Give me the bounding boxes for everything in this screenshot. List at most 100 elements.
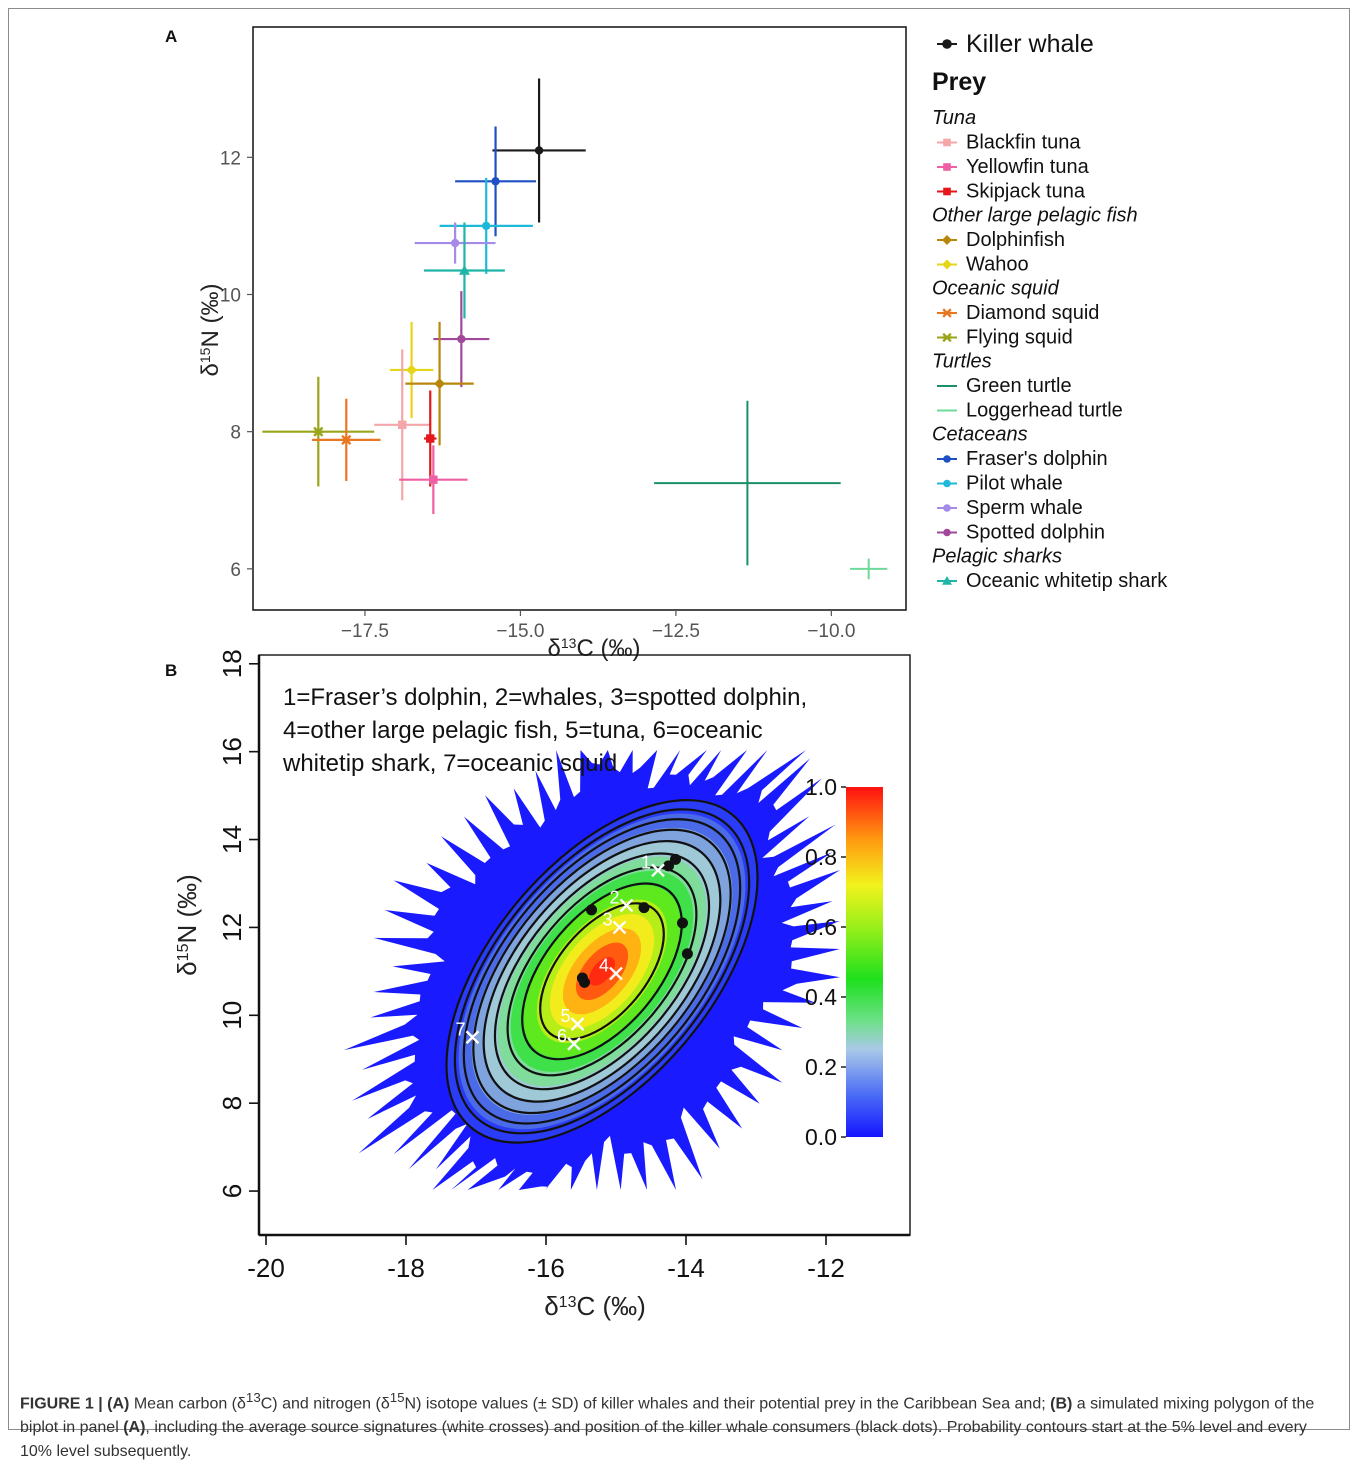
- panel-a-legend: Killer whale Prey Tuna Blackfin tunaYellowf…: [932, 30, 1168, 592]
- legend-key-marker: [942, 235, 952, 245]
- panel-b-colorbar-tick-label: 0.8: [805, 844, 837, 870]
- panel-b-contour-line: [472, 828, 732, 1115]
- panel-a-point-dolphinfish: [405, 321, 474, 446]
- caption-text-3: N) isotope values (± SD) of killer whale…: [404, 1395, 1046, 1413]
- panel-b-contour-line: [482, 839, 722, 1103]
- panel-b-source-label: 7: [455, 1019, 465, 1039]
- legend-item-fraser-s-dolphin: Fraser's dolphin: [937, 448, 1108, 470]
- panel-a-point-oceanic-whitetip-shark: [424, 222, 505, 319]
- panel-b-consumer-dot: [663, 860, 674, 872]
- panel-a-letter: A: [165, 27, 177, 46]
- legend-item-pilot-whale: Pilot whale: [937, 473, 1063, 495]
- panel-b-x-axis-label-text: δ13C (‰): [544, 1291, 646, 1321]
- panel-a-marker: [341, 434, 352, 445]
- panel-b-source-cross-b: [612, 920, 627, 935]
- caption-panel-b: (B): [1050, 1395, 1073, 1413]
- panel-a-marker: [491, 177, 500, 186]
- legend-group-tuna: Tuna: [932, 107, 976, 129]
- panel-a-marker: [434, 378, 446, 390]
- panel-b-colorbar: [846, 787, 883, 1137]
- panel-a-marker: [406, 364, 418, 376]
- legend-item-label: Yellowfin tuna: [966, 156, 1090, 178]
- figure-frame: [8, 8, 1350, 1430]
- panel-b-consumer-dot: [681, 948, 693, 960]
- panel-b-source-label: 3: [602, 909, 612, 929]
- panel-a-ytick-label: 8: [230, 423, 241, 444]
- panel-b-source-cross-b: [609, 966, 623, 981]
- legend-item-label: Fraser's dolphin: [966, 448, 1108, 470]
- panel-b-source-cross-b: [465, 1030, 480, 1045]
- panel-b-y-axis-label-text: δ15N (‰): [172, 874, 202, 976]
- panel-a-marker: [313, 426, 324, 437]
- panel-a-point-pilot-whale: [439, 177, 533, 274]
- legend-key-marker: [943, 528, 951, 537]
- panel-b-contour-line: [445, 799, 759, 1144]
- panel-b-source-4: 4: [599, 956, 623, 981]
- panel-a-point-yellowfin-tuna: [399, 445, 468, 514]
- panel-a-marker: [450, 238, 460, 248]
- panel-b-source-2: 2: [609, 887, 634, 913]
- panel-b-consumer-dot: [586, 904, 597, 916]
- panel-a-point-green-turtle: [654, 400, 841, 566]
- legend-item-label: Pilot whale: [966, 473, 1063, 495]
- panel-a-xtick-label: −15.0: [496, 621, 544, 642]
- panel-b-contour-line: [493, 852, 711, 1091]
- legend-item-dolphinfish: Dolphinfish: [937, 229, 1065, 251]
- legend-key-marker: [943, 187, 951, 196]
- panel-b-density-band: [588, 957, 616, 986]
- legend-item-label: Loggerhead turtle: [966, 400, 1123, 422]
- legend-item-label: Oceanic whitetip shark: [966, 570, 1168, 592]
- panel-a-xtick-label: −12.5: [652, 621, 700, 642]
- panel-a-marker: [429, 475, 438, 484]
- legend-item-sperm-whale: Sperm whale: [937, 497, 1083, 519]
- legend-item-wahoo: Wahoo: [937, 254, 1029, 276]
- panel-b-source-1: 1: [641, 852, 665, 878]
- caption-figure-label: FIGURE 1 |: [20, 1395, 103, 1413]
- panel-a-marker: [398, 420, 407, 430]
- panel-b-annotation-line: 1=Fraser’s dolphin, 2=whales, 3=spotted …: [283, 684, 807, 711]
- panel-a-ytick-label: 6: [230, 560, 241, 581]
- panel-a-point-diamond-squid: [312, 398, 381, 482]
- legend-item-label: Dolphinfish: [966, 229, 1065, 251]
- legend-item-label: Killer whale: [966, 30, 1094, 58]
- panel-b-source-label: 1: [641, 852, 651, 872]
- panel-b-colorbar-tick-label: 0.2: [805, 1054, 837, 1080]
- panel-a-y-axis-label: δ15N (‰): [197, 284, 224, 377]
- panel-b-source-cross-b: [651, 863, 665, 878]
- panel-b-ytick-label: 18: [217, 649, 247, 678]
- caption-sup-15: 15: [389, 1390, 405, 1405]
- panel-a-point-killer-whale: [492, 78, 586, 223]
- legend-key-marker: [942, 259, 952, 270]
- legend-item-label: Blackfin tuna: [966, 132, 1081, 154]
- panel-b-source-label: 6: [557, 1026, 567, 1046]
- legend-group-cetaceans: Cetaceans: [932, 424, 1028, 446]
- legend-key-marker: [943, 138, 951, 147]
- legend-group-turtles: Turtles: [932, 351, 992, 373]
- legend-key-marker: [943, 163, 951, 171]
- legend-group-pelagic-sharks: Pelagic sharks: [932, 546, 1062, 568]
- panel-b-ytick-label: 8: [217, 1096, 247, 1110]
- panel-b-ytick-label: 16: [217, 737, 247, 766]
- panel-b-contour-line: [521, 882, 683, 1061]
- panel-a-point-blackfin-tuna: [374, 349, 431, 501]
- panel-b-source-label: 2: [609, 887, 619, 907]
- panel-b-y-axis-label: δ15N (‰): [172, 874, 202, 976]
- legend-key-marker: [942, 39, 952, 49]
- legend-item-diamond-squid: Diamond squid: [937, 302, 1099, 324]
- panel-a-marker: [457, 334, 466, 344]
- figure-caption: FIGURE 1 | (A) Mean carbon (δ13C) and ni…: [20, 1386, 1340, 1464]
- legend-group-other-large-pelagic-fish: Other large pelagic fish: [932, 205, 1138, 227]
- panel-a-y-axis-label-text: δ15N (‰): [197, 284, 224, 377]
- legend-item-flying-squid: Flying squid: [937, 327, 1073, 349]
- legend-item-label: Diamond squid: [966, 302, 1099, 324]
- panel-b-source-3: 3: [602, 909, 627, 935]
- legend-item-label: Spotted dolphin: [966, 522, 1105, 544]
- legend-item-label: Sperm whale: [966, 497, 1083, 519]
- panel-a-point-skipjack-tuna: [424, 390, 437, 487]
- panel-b-contour-line: [462, 818, 742, 1125]
- panel-b-letter: B: [165, 661, 177, 680]
- panel-a-marker: [482, 221, 491, 231]
- legend-group-oceanic-squid: Oceanic squid: [932, 278, 1060, 300]
- panel-b-consumer-dot: [677, 917, 688, 929]
